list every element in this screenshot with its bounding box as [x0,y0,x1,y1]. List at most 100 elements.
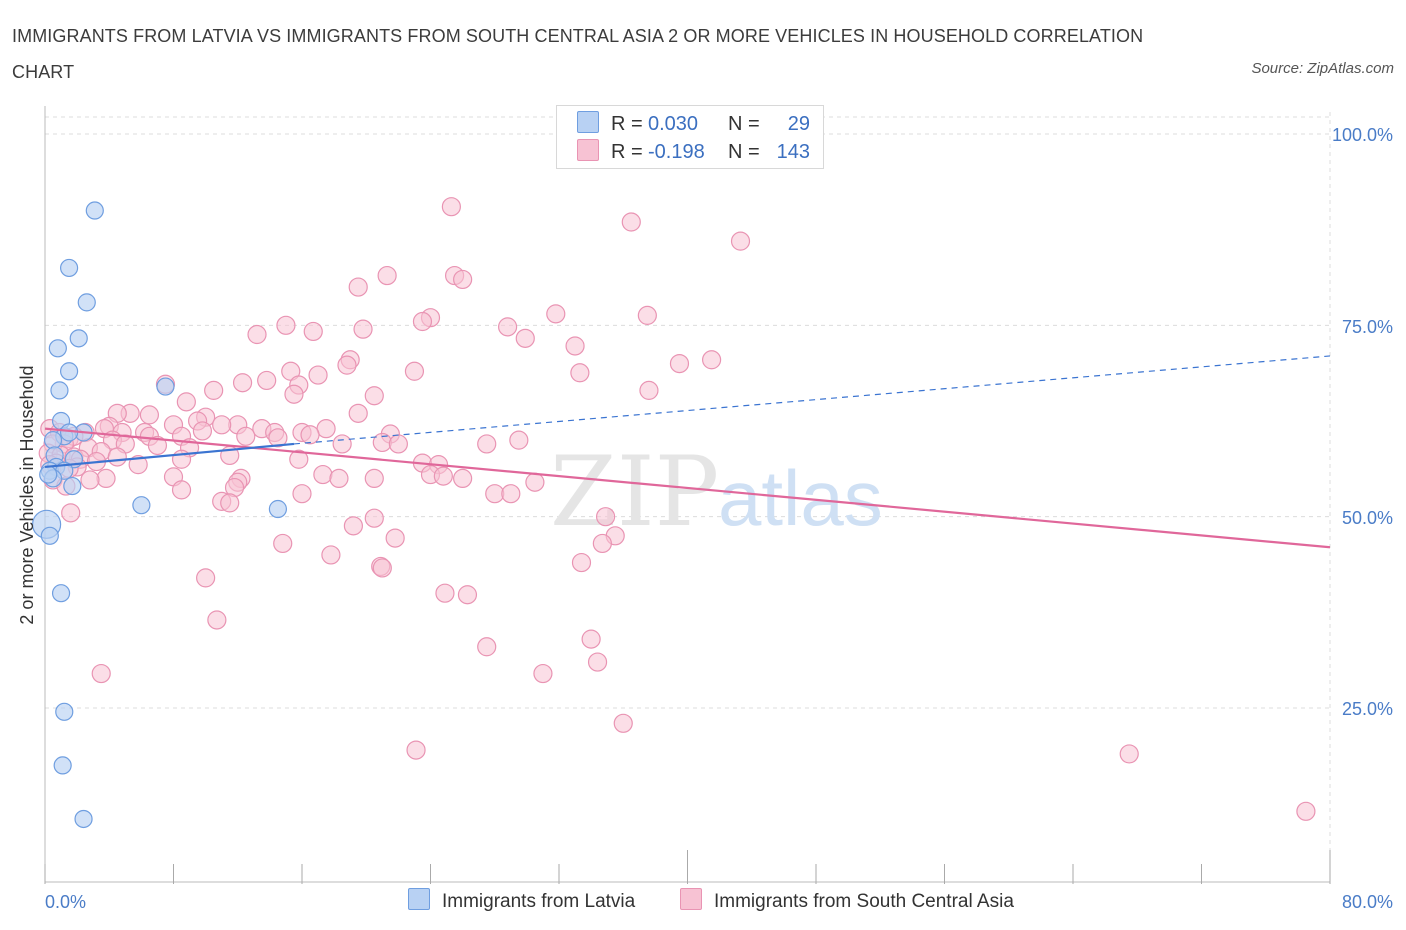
point-asia-137 [1119,744,1139,764]
legend-swatch-asia [577,139,599,161]
point-asia-18 [701,350,722,370]
point-latvia-28 [74,809,93,829]
point-asia-52 [316,419,336,439]
point-asia-33 [364,386,384,406]
point-asia-135 [613,713,633,733]
point-asia-134 [533,663,553,684]
legend-n-label: N = [728,141,760,163]
point-asia-5 [453,269,473,290]
point-asia-62 [236,426,256,446]
y-tick-label-100: 100.0% [1332,125,1393,145]
point-latvia-24 [40,526,59,545]
point-asia-136 [406,740,426,760]
point-asia-113 [220,493,240,513]
point-asia-2 [730,231,751,251]
point-asia-66 [477,434,497,454]
point-asia-68 [388,434,408,454]
point-latvia-6 [50,381,69,400]
point-asia-111 [501,484,521,504]
point-asia-94 [433,466,453,486]
point-asia-128 [457,585,478,605]
point-asia-25 [308,365,328,385]
point-latvia-2 [77,293,96,312]
point-asia-34 [176,392,196,412]
trend-line-asia [44,427,1331,549]
point-latvia-12 [43,431,63,450]
trend-line-latvia-projection [293,355,1331,445]
point-asia-1 [621,212,641,232]
x-tick-label-max: 80.0% [1342,892,1393,912]
legend-r-value-asia: -0.198 [648,141,705,163]
point-asia-98 [453,468,473,488]
legend-row-latvia: R = 0.030 N = 29 [577,110,810,138]
point-asia-116 [595,507,616,527]
point-asia-110 [485,484,505,504]
point-asia-120 [592,533,612,554]
point-latvia-21 [132,496,151,515]
point-asia-122 [321,545,341,565]
point-asia-53 [300,425,320,445]
point-asia-117 [343,516,363,536]
point-asia-107 [171,480,192,500]
point-asia-8 [637,305,657,325]
point-asia-133 [91,663,111,684]
legend-r-label: R = [611,141,643,163]
point-asia-84 [289,449,309,469]
correlation-legend: R = 0.030 N = 29 R = -0.198 N = 143 [556,105,824,169]
point-asia-20 [669,354,690,374]
point-asia-127 [435,583,455,603]
point-asia-138 [1296,801,1316,821]
bottom-legend-asia: Immigrants from South Central Asia [680,888,1014,916]
point-asia-97 [364,468,384,488]
point-asia-31 [204,380,224,400]
point-asia-49 [192,421,213,441]
axis-layer [44,106,1331,884]
point-asia-91 [128,455,148,475]
point-latvia-25 [51,584,71,603]
point-asia-125 [372,558,392,578]
legend-n-value-asia: 143 [776,141,810,163]
point-asia-81 [107,447,127,467]
point-latvia-4 [48,339,67,358]
point-asia-63 [268,428,288,448]
point-asia-95 [313,464,333,485]
point-asia-115 [364,508,384,528]
point-asia-65 [509,430,529,450]
point-asia-132 [587,652,608,672]
point-latvia-22 [268,499,288,519]
bottom-legend-swatch-latvia [408,888,430,910]
point-latvia-5 [59,362,79,381]
point-asia-14 [303,321,323,342]
legend-n-label: N = [728,113,760,135]
point-asia-71 [147,435,168,456]
bottom-legend-latvia: Immigrants from Latvia [408,888,635,916]
point-asia-114 [61,503,81,523]
watermark-zip: ZIP [550,436,719,548]
point-latvia-19 [39,465,58,484]
point-asia-69 [332,434,352,454]
legend-n-value-latvia: 29 [787,113,810,135]
point-asia-100 [96,468,116,488]
bottom-legend-label-asia: Immigrants from South Central Asia [714,891,1014,912]
point-asia-15 [247,324,267,345]
point-asia-38 [139,405,160,425]
legend-r-label: R = [611,113,643,135]
point-latvia-7 [156,377,175,396]
point-asia-123 [571,552,592,573]
point-latvia-20 [63,476,82,496]
point-latvia-3 [69,329,88,348]
point-asia-0 [441,197,461,217]
y-axis-title: 2 or more Vehicles in Household [17,365,37,624]
point-asia-16 [515,328,535,348]
point-latvia-1 [59,258,79,278]
trend-lines [44,355,1331,549]
watermark: ZIP atlas [550,436,883,548]
point-asia-131 [477,637,497,657]
legend-r-value-latvia: 0.030 [648,113,699,135]
point-asia-119 [385,528,405,548]
bottom-legend-label-latvia: Immigrants from Latvia [442,891,636,912]
point-asia-27 [232,373,253,393]
point-asia-45 [212,415,232,435]
point-asia-99 [525,472,545,492]
